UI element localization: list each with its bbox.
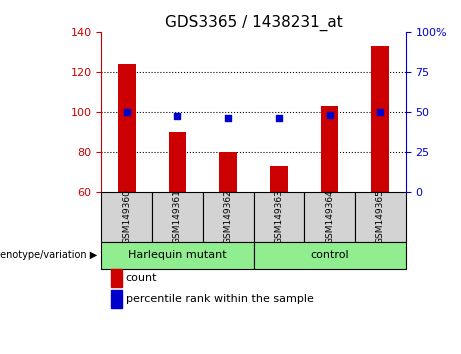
Bar xyxy=(254,192,304,242)
Bar xyxy=(169,132,186,192)
Text: GSM149360: GSM149360 xyxy=(122,189,131,244)
Text: control: control xyxy=(310,250,349,260)
Point xyxy=(275,115,283,121)
Text: GSM149365: GSM149365 xyxy=(376,189,385,244)
Bar xyxy=(219,152,237,192)
Text: GSM149364: GSM149364 xyxy=(325,189,334,244)
Point xyxy=(225,115,232,121)
Text: Harlequin mutant: Harlequin mutant xyxy=(128,250,227,260)
Bar xyxy=(101,192,152,242)
Bar xyxy=(254,242,406,269)
Point xyxy=(174,114,181,119)
Text: GSM149361: GSM149361 xyxy=(173,189,182,244)
Title: GDS3365 / 1438231_at: GDS3365 / 1438231_at xyxy=(165,14,343,30)
Bar xyxy=(270,166,288,192)
Bar xyxy=(203,192,254,242)
Bar xyxy=(355,192,406,242)
Bar xyxy=(321,106,338,192)
Bar xyxy=(304,192,355,242)
Bar xyxy=(118,64,136,192)
Text: GSM149362: GSM149362 xyxy=(224,189,233,244)
Point xyxy=(326,112,333,118)
Bar xyxy=(372,46,389,192)
Text: count: count xyxy=(126,273,157,283)
Bar xyxy=(152,192,203,242)
Text: GSM149363: GSM149363 xyxy=(274,189,284,244)
Bar xyxy=(101,242,254,269)
Text: genotype/variation ▶: genotype/variation ▶ xyxy=(0,250,97,260)
Point xyxy=(377,109,384,114)
Text: percentile rank within the sample: percentile rank within the sample xyxy=(126,294,314,304)
Point xyxy=(123,109,130,114)
